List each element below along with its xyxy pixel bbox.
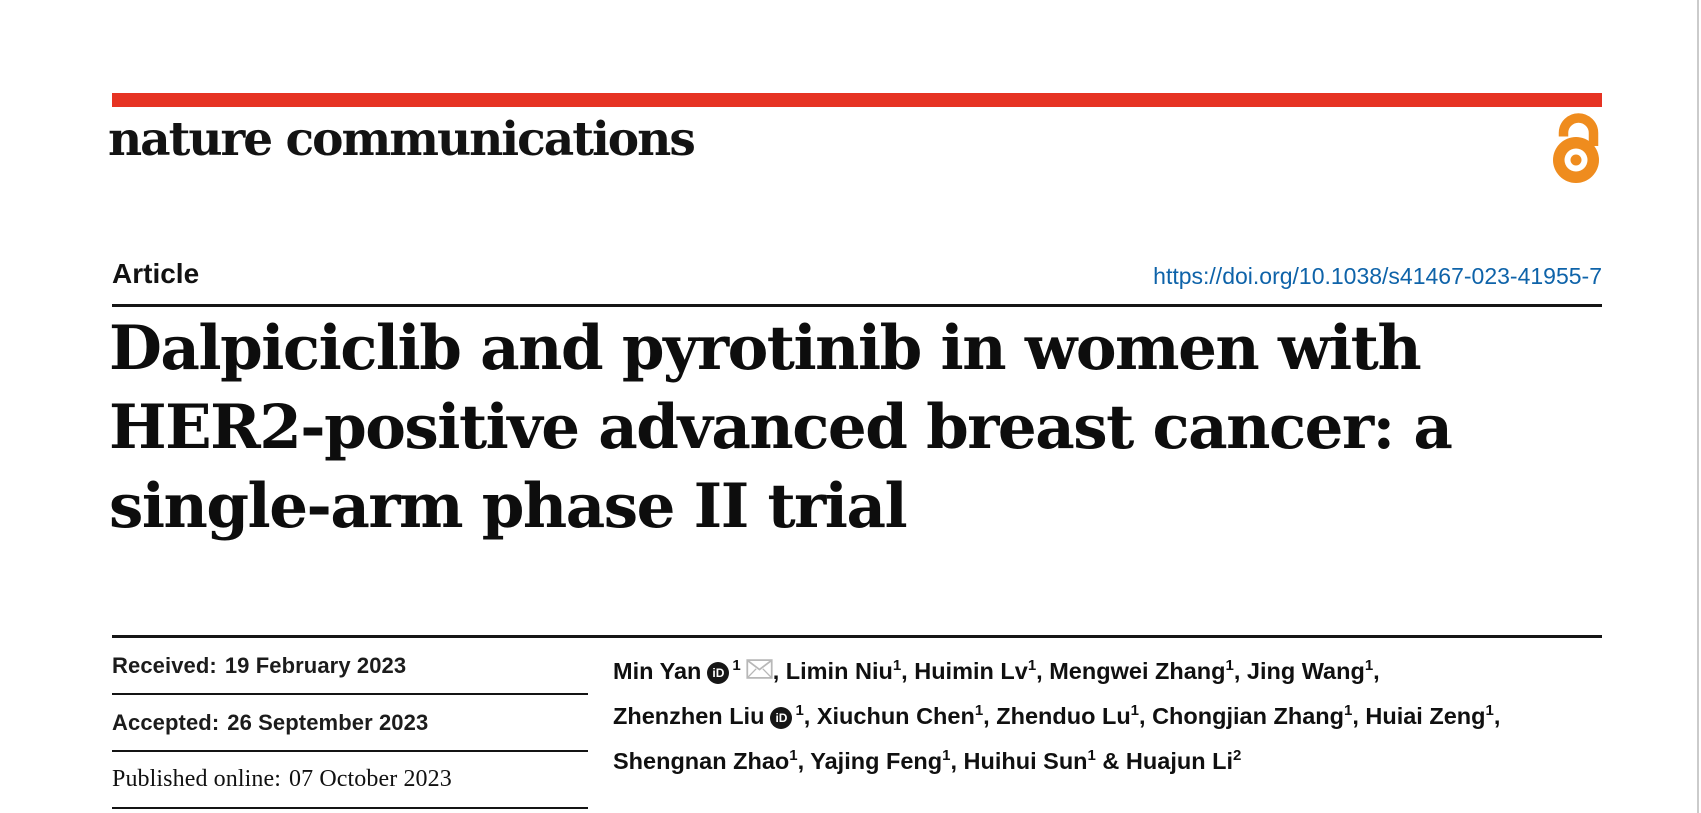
author-line: Min Yan iD 1, Limin Niu1, Huimin Lv1, Meng… [613, 646, 1613, 691]
affiliation-superscript: 2 [1232, 747, 1242, 764]
accepted-label: Accepted: [112, 709, 220, 735]
author-name: Shengnan Zhao [613, 748, 790, 774]
title-line-2: HER2-positive advanced breast cancer: a [109, 392, 1453, 463]
orcid-icon[interactable]: iD [770, 707, 793, 729]
page-right-border [1697, 0, 1699, 813]
author-name: Mengwei Zhang [1049, 658, 1226, 684]
article-history: Received: 19 February 2023 Accepted: 26 … [112, 638, 588, 809]
author-name: Xiuchun Chen [816, 703, 975, 729]
author-separator: , [950, 748, 964, 774]
published-label: Published online: [112, 766, 282, 792]
affiliation-superscript: 1 [942, 747, 951, 764]
title-line-1: Dalpiciclib and pyrotinib in women with [109, 313, 1422, 384]
author-separator: , [983, 703, 997, 729]
author-separator: , [1493, 703, 1501, 729]
author-separator: , [1373, 658, 1380, 684]
affiliation-superscript: 1 [892, 657, 902, 674]
email-envelope-icon[interactable] [746, 652, 773, 691]
section-rule [112, 635, 1602, 638]
title-line-3: single-arm phase II trial [109, 471, 908, 542]
affiliation-superscript: 1 [1087, 747, 1096, 764]
author-separator: , [772, 658, 786, 684]
author-separator: , [803, 703, 817, 729]
author-name: Huajun Li [1125, 748, 1233, 774]
author-name: Jing Wang [1246, 658, 1365, 684]
received-date-row: Received: 19 February 2023 [112, 638, 588, 695]
affiliation-superscript: 1 [732, 657, 741, 674]
affiliation-superscript: 1 [1130, 702, 1140, 719]
author-separator: , [797, 748, 811, 774]
author-line: Zhenzhen Liu iD 1, Xiuchun Chen1, Zhenduo … [613, 691, 1613, 736]
author-separator: , [1036, 658, 1050, 684]
author-name: Huiai Zeng [1365, 703, 1486, 729]
received-value: 19 February 2023 [224, 652, 407, 678]
journal-logo: nature communications [108, 112, 696, 167]
header-rule [112, 304, 1602, 307]
author-separator: , [1139, 703, 1153, 729]
affiliation-superscript: 1 [795, 702, 804, 719]
author-name: Huimin Lv [914, 658, 1028, 684]
affiliation-superscript: 1 [1343, 702, 1353, 719]
accepted-value: 26 September 2023 [227, 709, 429, 735]
author-name: Chongjian Zhang [1152, 703, 1344, 729]
affiliation-superscript: 1 [1485, 702, 1494, 719]
orcid-icon[interactable]: iD [707, 662, 730, 684]
author-line: Shengnan Zhao1, Yajing Feng1, Huihui Sun… [613, 736, 1613, 781]
accepted-date-row: Accepted: 26 September 2023 [112, 695, 588, 752]
affiliation-superscript: 1 [1225, 657, 1234, 674]
author-separator: , [1352, 703, 1366, 729]
masthead-red-bar [112, 93, 1602, 107]
doi-link[interactable]: https://doi.org/10.1038/s41467-023-41955… [1153, 263, 1602, 289]
author-lines: Min Yan iD 1, Limin Niu1, Huimin Lv1, Meng… [613, 646, 1613, 781]
author-name: Zhenduo Lu [996, 703, 1131, 729]
author-separator: & [1095, 748, 1126, 774]
author-separator: , [901, 658, 915, 684]
author-name: Limin Niu [785, 658, 893, 684]
affiliation-superscript: 1 [1027, 657, 1037, 674]
affiliation-superscript: 1 [1364, 657, 1374, 674]
published-value: 07 October 2023 [289, 766, 452, 792]
affiliation-superscript: 1 [789, 747, 798, 764]
published-date-row: Published online: 07 October 2023 [112, 752, 588, 809]
author-name: Yajing Feng [810, 748, 943, 774]
open-access-icon[interactable] [1551, 109, 1601, 184]
author-name: Min Yan [613, 658, 702, 684]
affiliation-superscript: 1 [974, 702, 984, 719]
article-title: Dalpiciclib and pyrotinib in women with … [109, 309, 1629, 546]
received-label: Received: [112, 652, 217, 678]
author-name: Zhenzhen Liu [613, 703, 765, 729]
author-name: Huihui Sun [963, 748, 1088, 774]
author-separator: , [1233, 658, 1247, 684]
article-type-label: Article [112, 258, 200, 289]
